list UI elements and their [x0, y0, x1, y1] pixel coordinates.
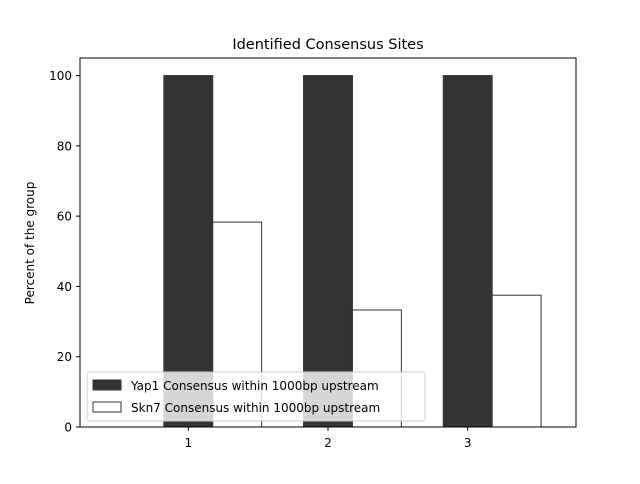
legend-label-yap1: Yap1 Consensus within 1000bp upstream [130, 379, 379, 393]
x-tick-label: 2 [324, 436, 332, 450]
y-tick-label: 100 [49, 69, 72, 83]
y-tick-label: 0 [64, 421, 72, 435]
y-tick-label: 60 [57, 210, 72, 224]
x-axis: 1 2 3 [184, 427, 472, 450]
legend-swatch-yap1 [92, 379, 122, 391]
x-tick-label: 3 [464, 436, 472, 450]
legend: Yap1 Consensus within 1000bp upstream Sk… [86, 371, 426, 422]
y-tick-label: 80 [57, 139, 72, 153]
legend-box [86, 371, 426, 422]
chart-title: Identified Consensus Sites [232, 37, 423, 53]
bar-series1-cat-2 [303, 75, 353, 428]
bar-series1-cat-1 [163, 75, 214, 428]
bar-series2-cat-3 [491, 294, 542, 428]
legend-label-skn7: Skn7 Consensus within 1000bp upstream [131, 401, 380, 415]
bar-series1-cat-3 [442, 75, 493, 428]
x-tick-label: 1 [184, 436, 192, 450]
y-tick-label: 20 [57, 350, 72, 364]
y-tick-label: 40 [57, 280, 72, 294]
y-axis: 0 20 40 60 80 100 [49, 69, 80, 435]
y-axis-label: Percent of the group [23, 182, 37, 305]
legend-swatch-skn7 [92, 401, 122, 413]
